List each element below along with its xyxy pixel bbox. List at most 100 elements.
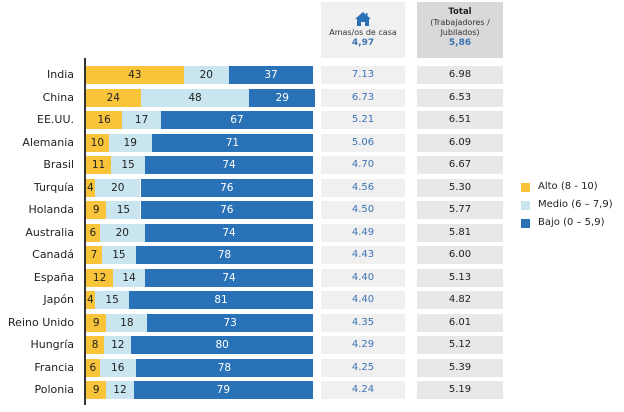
total-value: 6.00	[417, 246, 503, 264]
bar-segment-alto: 11	[86, 156, 111, 174]
chart-row: India 43 20 37 7.13 6.98	[0, 66, 624, 84]
category-label: Australia	[25, 225, 74, 239]
total-value: 5.77	[417, 201, 503, 219]
chart-row: Japón 4 15 81 4.40 4.82	[0, 291, 624, 309]
header-total: Total (Trabajadores / Jubilados) 5,86	[417, 2, 503, 58]
amas-de-casa-value: 4.35	[321, 313, 405, 332]
bar-segment-alto: 16	[86, 111, 123, 129]
category-label: España	[33, 270, 74, 284]
chart-row: Turquía 4 20 76 4.56 5.30	[0, 178, 624, 197]
amas-de-casa-value: 4.40	[321, 291, 405, 309]
amas-de-casa-value: 5.21	[321, 111, 405, 129]
legend-label: Medio (6 – 7,9)	[538, 199, 613, 210]
bar-segment-medio: 18	[106, 313, 148, 332]
legend-label: Bajo (0 – 5,9)	[538, 217, 605, 228]
bar-segment-bajo: 29	[249, 88, 316, 107]
chart-row: Australia 6 20 74 4.49 5.81	[0, 223, 624, 242]
bar-segment-medio: 16	[99, 358, 136, 377]
bar-segment-alto: 6	[86, 223, 100, 242]
chart-row: Brasil 11 15 74 4.70 6.67	[0, 156, 624, 174]
bar-segment-bajo: 67	[160, 111, 313, 129]
bar-segment-bajo: 73	[147, 313, 313, 332]
total-value: 6.09	[417, 133, 503, 152]
bar-segment-medio: 20	[95, 178, 141, 197]
total-value: 6.51	[417, 111, 503, 129]
bar-segment-medio: 48	[140, 88, 250, 107]
category-label: India	[47, 68, 74, 81]
category-label: Francia	[34, 360, 74, 374]
bar-segment-medio: 15	[106, 201, 141, 219]
bar-segment-alto: 7	[86, 246, 102, 264]
header-total-title: Total	[448, 7, 472, 17]
header-amas-label: Amas/os de casa	[329, 28, 397, 37]
chart-row: España 12 14 74 4.40 5.13	[0, 268, 624, 287]
chart-row: Holanda 9 15 76 4.50 5.77	[0, 201, 624, 219]
header-total-label-line1: (Trabajadores /	[430, 18, 490, 27]
bar-segment-bajo: 71	[151, 133, 313, 152]
category-label: Alemania	[22, 135, 74, 149]
total-value: 5.19	[417, 381, 503, 399]
chart-row: Alemania 10 19 71 5.06 6.09	[0, 133, 624, 152]
header-amas-value: 4,97	[351, 38, 375, 48]
bar-segment-bajo: 74	[145, 156, 313, 174]
bar-segment-bajo: 74	[145, 268, 313, 287]
chart-row: Polonia 9 12 79 4.24 5.19	[0, 381, 624, 399]
bar-segment-alto: 4	[86, 291, 96, 309]
bar-segment-alto: 6	[86, 358, 100, 377]
total-value: 6.53	[417, 88, 503, 107]
bar-segment-alto: 9	[86, 381, 107, 399]
amas-de-casa-value: 5.06	[321, 133, 405, 152]
total-value: 4.82	[417, 291, 503, 309]
bar-segment-bajo: 74	[145, 223, 313, 242]
chart-row: China 24 48 29 6.73 6.53	[0, 88, 624, 107]
category-label: China	[42, 90, 74, 104]
chart-row: EE.UU. 16 17 67 5.21 6.51	[0, 111, 624, 129]
bar-segment-alto: 8	[86, 336, 105, 354]
bar-segment-alto: 9	[86, 201, 107, 219]
bar-segment-bajo: 78	[135, 246, 313, 264]
header-total-label-line2: Jubilados)	[440, 28, 480, 37]
amas-de-casa-value: 7.13	[321, 66, 405, 84]
legend-label: Alto (8 - 10)	[538, 181, 598, 192]
bar-segment-bajo: 76	[140, 178, 313, 197]
amas-de-casa-value: 6.73	[321, 88, 405, 107]
amas-de-casa-value: 4.43	[321, 246, 405, 264]
category-label: Hungría	[30, 338, 74, 351]
category-label: Holanda	[28, 203, 75, 216]
bar-segment-bajo: 76	[140, 201, 313, 219]
category-label: Canadá	[32, 248, 74, 261]
total-value: 6.01	[417, 313, 503, 332]
category-label: Brasil	[43, 158, 74, 171]
category-label: Polonia	[34, 383, 74, 396]
legend-swatch	[521, 219, 530, 228]
total-value: 5.30	[417, 178, 503, 197]
amas-de-casa-value: 4.25	[321, 358, 405, 377]
bar-segment-bajo: 78	[135, 358, 313, 377]
total-value: 5.13	[417, 268, 503, 287]
category-label: Turquía	[33, 180, 74, 194]
legend-swatch	[521, 183, 530, 192]
bar-segment-alto: 12	[86, 268, 114, 287]
total-value: 6.67	[417, 156, 503, 174]
bar-segment-medio: 20	[183, 66, 229, 84]
bar-segment-bajo: 37	[229, 66, 313, 84]
house-icon	[355, 12, 371, 26]
amas-de-casa-value: 4.56	[321, 178, 405, 197]
bar-segment-medio: 14	[113, 268, 145, 287]
legend-swatch	[521, 201, 530, 210]
header-amas-de-casa: Amas/os de casa 4,97	[321, 2, 405, 58]
category-label: Reino Unido	[8, 315, 74, 329]
chart-row: Hungría 8 12 80 4.29 5.12	[0, 336, 624, 354]
chart-row: Francia 6 16 78 4.25 5.39	[0, 358, 624, 377]
bar-segment-medio: 17	[122, 111, 161, 129]
total-value: 5.12	[417, 336, 503, 354]
bar-segment-alto: 43	[86, 66, 184, 84]
bar-segment-alto: 4	[86, 178, 96, 197]
bar-segment-bajo: 80	[131, 336, 313, 354]
y-axis-line	[84, 58, 86, 405]
bar-segment-medio: 19	[108, 133, 152, 152]
amas-de-casa-value: 4.24	[321, 381, 405, 399]
bar-segment-medio: 12	[106, 381, 134, 399]
amas-de-casa-value: 4.50	[321, 201, 405, 219]
